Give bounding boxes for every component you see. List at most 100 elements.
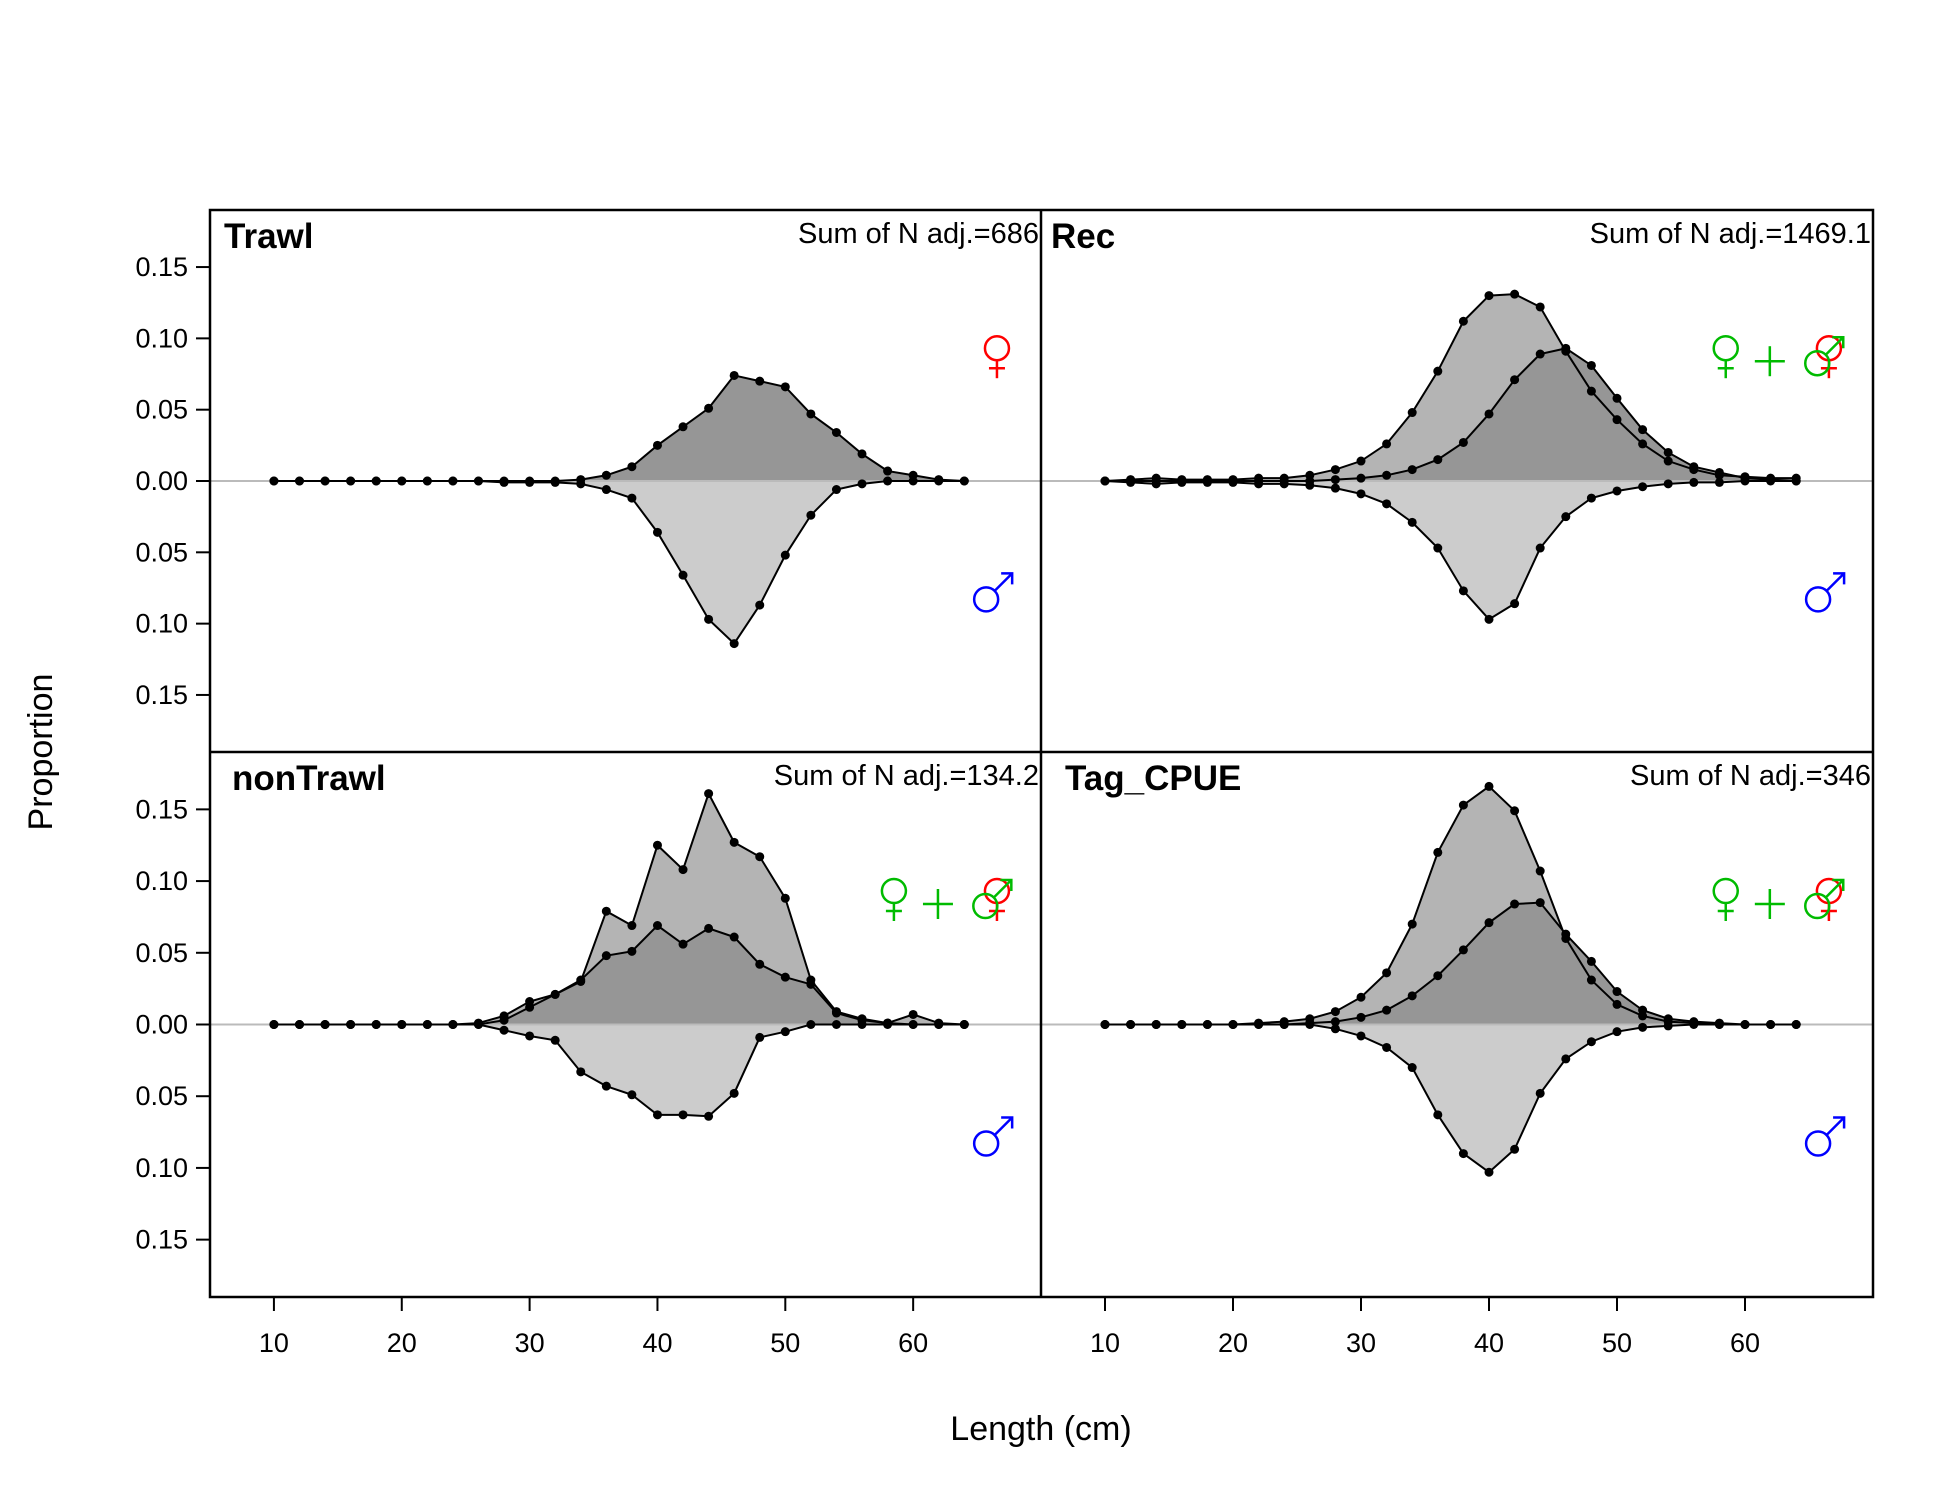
male-point [704, 1111, 714, 1121]
male-point [346, 1020, 356, 1029]
female-point [704, 923, 714, 933]
male-arrowhead [1001, 1116, 1014, 1129]
combined-point [1407, 919, 1417, 929]
y-tick-label: 0.15 [135, 794, 188, 824]
male-point [627, 1090, 637, 1100]
y-tick-label: 0.10 [135, 609, 188, 639]
combined-female-icon [880, 877, 908, 921]
male-point [397, 476, 407, 486]
male-point [294, 476, 304, 486]
female-point [1382, 1005, 1392, 1015]
male-circle [972, 1130, 1000, 1157]
male-point [1586, 493, 1596, 503]
male-area [1105, 1024, 1797, 1173]
female-circle [880, 877, 908, 905]
male-point [806, 1020, 816, 1029]
male-point [652, 527, 662, 537]
female-point [652, 440, 662, 450]
combined-point [1458, 316, 1468, 326]
female-point [729, 370, 739, 380]
combined-point [627, 921, 637, 931]
male-point [1305, 480, 1315, 490]
female-point [1638, 425, 1648, 435]
male-point [1663, 479, 1673, 489]
combined-point [1535, 302, 1545, 312]
male-circle [972, 586, 1000, 613]
male-point [1382, 499, 1392, 509]
combined-point [1433, 847, 1443, 857]
female-point [627, 946, 637, 956]
female-point [1535, 349, 1545, 359]
male-point [1177, 477, 1187, 487]
male-point [831, 1020, 841, 1029]
male-point [1689, 477, 1699, 487]
male-point [883, 476, 893, 486]
combined-point [1356, 456, 1366, 466]
male-point [269, 476, 279, 486]
female-point [1433, 971, 1443, 981]
combined-point [704, 789, 714, 799]
x-tick-label: 60 [1730, 1328, 1760, 1358]
female-point [1458, 437, 1468, 447]
male-point [1689, 1020, 1699, 1029]
female-point [1510, 899, 1520, 909]
female-area [273, 375, 965, 481]
female-point [652, 921, 662, 931]
combined-point [499, 1011, 509, 1021]
male-arrowhead [1001, 572, 1014, 585]
combined-female-icon [1712, 877, 1739, 921]
male-point [1561, 512, 1571, 522]
male-arrowhead [1833, 572, 1846, 585]
y-tick-label: 0.10 [135, 866, 188, 896]
combined-point [806, 975, 816, 985]
male-circle [1804, 1130, 1832, 1157]
panel-n-label: Sum of N adj.=134.2 [774, 760, 1039, 792]
male-point [1638, 482, 1648, 492]
combined-point [755, 852, 765, 862]
y-tick-label: 0.05 [135, 1081, 188, 1111]
panel-rec: Rec Sum of N adj.=1469.1 [1041, 217, 1873, 624]
male-point [831, 485, 841, 495]
male-point [883, 1020, 893, 1029]
combined-point [729, 837, 739, 847]
chart-panels: Trawl Sum of N adj.=686 Rec Sum of N adj.=1… [210, 217, 1873, 1177]
male-point [269, 1020, 279, 1029]
female-circle [1815, 877, 1843, 905]
male-point [627, 493, 637, 503]
male-point [1766, 1020, 1776, 1029]
male-icon [1804, 1116, 1846, 1157]
female-point [1484, 409, 1494, 419]
male-point [525, 1031, 535, 1041]
male-point [1228, 477, 1238, 487]
panel-n-label: Sum of N adj.=1469.1 [1590, 218, 1871, 250]
female-point [1612, 393, 1622, 403]
male-point [806, 510, 816, 520]
male-point [1382, 1042, 1392, 1052]
male-point [857, 1020, 867, 1029]
male-point [1356, 489, 1366, 499]
male-point [1407, 517, 1417, 527]
male-point [959, 476, 969, 486]
male-point [1638, 1022, 1648, 1032]
male-point [780, 1027, 790, 1037]
male-point [1484, 1167, 1494, 1177]
male-point [678, 1110, 688, 1120]
male-point [1714, 477, 1724, 487]
male-point [1766, 476, 1776, 486]
x-tick-label: 20 [1218, 1328, 1248, 1358]
female-point [1356, 1012, 1366, 1022]
male-circle [972, 892, 999, 920]
male-area [273, 1024, 965, 1117]
female-point [1407, 465, 1417, 475]
female-point [1382, 470, 1392, 480]
male-point [550, 1035, 560, 1045]
combined-point [1714, 470, 1724, 480]
male-point [1279, 479, 1289, 489]
male-point [1535, 543, 1545, 553]
combined-point [678, 865, 688, 875]
male-shaft [1825, 572, 1845, 592]
male-point [1151, 479, 1161, 489]
female-plus-male-icon [880, 877, 1013, 921]
male-point [576, 1067, 586, 1077]
y-tick-label: 0.05 [135, 938, 188, 968]
